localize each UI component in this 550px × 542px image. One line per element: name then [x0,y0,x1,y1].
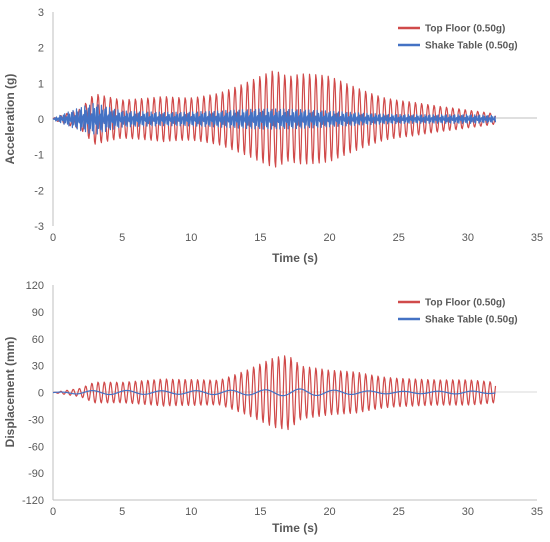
x-tick-label: 20 [323,506,335,518]
x-tick-label: 25 [393,232,405,244]
y-tick-labels: 3 2 1 0 -1 -2 -3 [34,7,44,233]
legend: Top Floor (0.50g) Shake Table (0.50g) [398,298,518,326]
x-tick-label: 20 [323,232,335,244]
series-line [52,102,497,135]
y-tick-label: 3 [38,7,44,19]
series-layer [52,70,497,168]
x-tick-labels: 0 5 10 15 20 25 30 35 [50,232,543,244]
x-tick-label: 25 [393,506,405,518]
y-tick-label: -120 [22,495,44,507]
y-axis-title: Acceleration (g) [3,74,17,165]
y-tick-label: 90 [32,307,44,319]
series-line [52,355,497,431]
x-tick-label: 15 [254,506,266,518]
legend: Top Floor (0.50g) Shake Table (0.50g) [398,24,518,52]
series-layer [52,355,497,431]
x-tick-label: 35 [531,232,543,244]
y-tick-label: -2 [34,185,44,197]
x-tick-label: 35 [531,506,543,518]
x-tick-label: 10 [185,506,197,518]
x-tick-label: 5 [119,232,125,244]
y-tick-label: 120 [26,280,44,292]
y-tick-label: 30 [32,361,44,373]
legend-label: Top Floor (0.50g) [425,298,505,309]
y-tick-label: 0 [38,114,44,126]
y-tick-label: -90 [28,468,44,480]
y-tick-labels: 120 90 60 30 0 -30 -60 -90 -120 [22,280,44,507]
y-tick-label: 0 [38,388,44,400]
x-tick-labels: 0 5 10 15 20 25 30 35 [50,506,543,518]
y-tick-label: -60 [28,441,44,453]
y-tick-label: 2 [38,43,44,55]
series-line [52,70,497,168]
x-tick-label: 0 [50,506,56,518]
legend-label: Shake Table (0.50g) [425,315,518,326]
x-tick-label: 15 [254,232,266,244]
x-tick-label: 5 [119,506,125,518]
x-tick-label: 0 [50,232,56,244]
y-tick-label: 1 [38,78,44,90]
legend-label: Shake Table (0.50g) [425,41,518,52]
x-tick-label: 30 [462,506,474,518]
legend-label: Top Floor (0.50g) [425,24,505,35]
x-tick-label: 10 [185,232,197,244]
y-tick-label: 60 [32,334,44,346]
y-axis-title: Displacement (mm) [3,337,17,448]
y-tick-label: -3 [34,221,44,233]
displacement-chart: 120 90 60 30 0 -30 -60 -90 -120 0 5 10 15 20 25 30 35 D… [3,280,543,535]
x-axis-title: Time (s) [272,251,318,265]
x-axis-title: Time (s) [272,521,318,535]
y-tick-label: -30 [28,414,44,426]
x-tick-label: 30 [462,232,474,244]
series-line [52,388,496,397]
y-tick-label: -1 [34,150,44,162]
